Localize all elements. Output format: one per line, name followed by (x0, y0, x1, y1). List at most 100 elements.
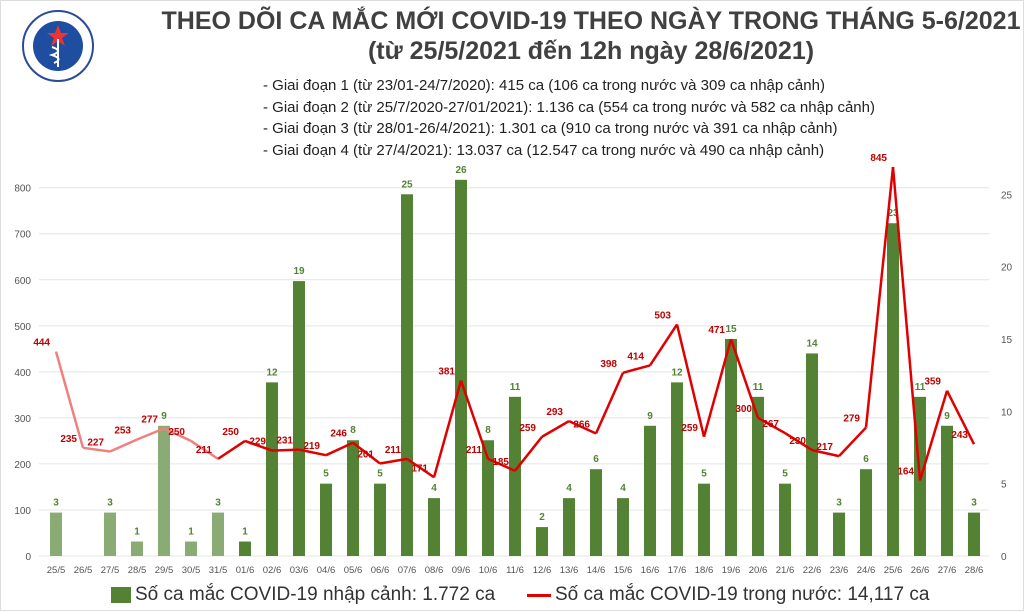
x-axis-tick: 25/5 (47, 565, 66, 576)
line-data-label: 217 (816, 442, 833, 453)
legend-bar-swatch (111, 587, 131, 603)
chart-title: THEO DÕI CA MẮC MỚI COVID-19 THEO NGÀY T… (161, 7, 1021, 35)
bar-data-label: 26 (455, 165, 467, 176)
bar (158, 425, 170, 556)
bar (725, 338, 737, 556)
bar-data-label: 9 (647, 411, 653, 422)
bar-data-label: 4 (620, 483, 626, 494)
x-axis-tick: 04/6 (317, 565, 336, 576)
x-axis-tick: 26/6 (911, 565, 930, 576)
bar-data-label: 4 (566, 483, 572, 494)
x-axis-tick: 17/6 (668, 565, 687, 576)
x-axis-tick: 16/6 (641, 565, 660, 576)
bar (941, 425, 953, 556)
legend-line-swatch (527, 593, 551, 597)
bar (860, 469, 872, 556)
line-data-label: 503 (654, 310, 671, 321)
bar-data-label: 9 (944, 411, 950, 422)
bar (428, 498, 440, 556)
bar-data-label: 8 (350, 425, 356, 436)
left-axis-tick: 100 (14, 506, 31, 517)
left-axis-tick: 0 (25, 552, 31, 563)
x-axis-tick: 28/6 (965, 565, 984, 576)
line-data-label: 230 (789, 436, 806, 447)
bar (671, 382, 683, 556)
line-data-label: 211 (466, 445, 483, 456)
line-data-label: 235 (60, 434, 77, 445)
bar (482, 440, 494, 556)
line-segment (568, 419, 597, 435)
bar (698, 483, 710, 556)
line-data-label: 300 (735, 404, 752, 415)
line-segment (784, 432, 813, 452)
x-axis-tick: 02/6 (263, 565, 282, 576)
line-data-label: 266 (573, 420, 590, 431)
bar-data-label: 11 (915, 382, 926, 393)
left-axis-tick: 500 (14, 322, 31, 333)
legend-line: Số ca mắc COVID-19 trong nước: 14,117 ca (527, 584, 929, 606)
bar-data-label: 23 (887, 208, 899, 219)
line-segment (891, 166, 922, 481)
bar-data-label: 9 (161, 411, 167, 422)
bar-data-label: 5 (377, 469, 383, 480)
bar-data-label: 6 (863, 454, 869, 465)
x-axis-tick: 25/6 (884, 565, 903, 576)
bar (185, 541, 197, 556)
line-data-label: 845 (870, 153, 887, 164)
x-axis-tick: 23/6 (830, 565, 849, 576)
line-segment (432, 380, 463, 478)
line-data-label: 211 (196, 445, 213, 456)
bar-data-label: 4 (431, 483, 437, 494)
line-segment (406, 457, 435, 479)
x-axis-tick: 27/5 (101, 565, 120, 576)
x-axis-tick: 06/6 (371, 565, 390, 576)
bar-data-label: 1 (134, 527, 140, 538)
line-data-label: 211 (385, 445, 402, 456)
bar (806, 353, 818, 556)
bar-data-label: 1 (188, 527, 194, 538)
line-segment (945, 390, 976, 445)
line-segment (648, 323, 679, 367)
x-axis-tick: 01/6 (236, 565, 255, 576)
x-axis-tick: 09/6 (452, 565, 471, 576)
line-data-label: 259 (519, 423, 536, 434)
bar-data-label: 12 (266, 367, 278, 378)
left-axis-tick: 800 (14, 184, 31, 195)
bar-data-label: 1 (242, 527, 248, 538)
line-segment (622, 364, 651, 374)
x-axis-tick: 11/6 (506, 565, 524, 576)
line-segment (163, 427, 192, 443)
bar (239, 541, 251, 556)
line-segment (757, 416, 786, 435)
x-axis-tick: 10/6 (479, 565, 498, 576)
line-data-label: 171 (411, 463, 428, 474)
line-data-label: 164 (897, 466, 914, 477)
bar (536, 527, 548, 556)
x-axis-tick: 13/6 (560, 565, 579, 576)
line-data-label: 227 (87, 437, 104, 448)
line-data-label: 267 (762, 419, 779, 430)
bar-data-label: 2 (539, 512, 545, 523)
line-data-label: 219 (303, 441, 320, 452)
line-segment (811, 448, 840, 458)
line-segment (271, 448, 300, 452)
line-segment (54, 351, 85, 449)
right-axis-tick: 15 (1001, 335, 1013, 346)
ministry-of-health-logo (22, 10, 94, 82)
legend-line-label: Số ca mắc COVID-19 trong nước: 14,117 ca (555, 584, 930, 605)
line-segment (190, 439, 219, 460)
line-segment (729, 338, 760, 419)
line-data-label: 259 (681, 423, 698, 434)
bar-data-label: 15 (725, 324, 737, 335)
bar (374, 483, 386, 556)
line-data-label: 250 (168, 427, 185, 438)
bar (401, 194, 413, 556)
bar-data-label: 8 (485, 425, 491, 436)
bar (590, 469, 602, 556)
bar-data-label: 3 (836, 498, 842, 509)
bar (50, 512, 62, 556)
note-phase-1: - Giai đoạn 1 (từ 23/01-24/7/2020): 415 … (263, 77, 825, 94)
bar-data-label: 19 (293, 266, 305, 277)
bar-data-label: 11 (753, 382, 764, 393)
x-axis-tick: 05/6 (344, 565, 363, 576)
